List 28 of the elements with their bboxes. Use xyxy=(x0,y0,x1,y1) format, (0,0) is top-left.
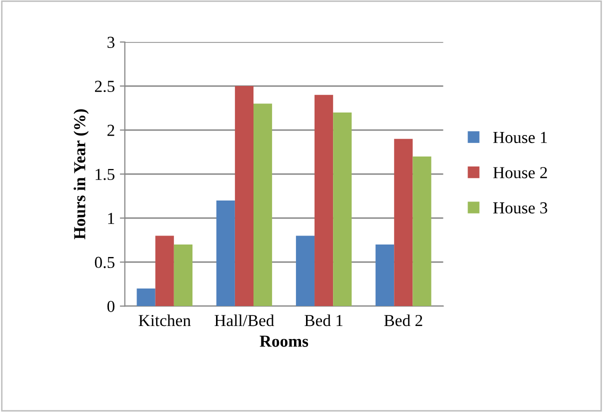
y-tick-label: 2.5 xyxy=(94,80,114,92)
bar xyxy=(216,200,235,306)
legend-label: House 1 xyxy=(493,132,547,144)
x-tick-label: Bed 1 xyxy=(304,314,342,326)
y-tick-label: 2 xyxy=(107,124,114,136)
y-tick-label: 3 xyxy=(108,36,114,48)
bar xyxy=(333,112,352,306)
bar xyxy=(412,156,432,306)
y-tick-label: 0.5 xyxy=(94,256,114,268)
y-tick-label: 1 xyxy=(108,212,114,224)
y-tick-label: 0 xyxy=(107,300,114,312)
x-axis-title: Rooms xyxy=(260,336,308,347)
y-axis-title: Hours in Year (%) xyxy=(74,109,89,240)
legend-label: House 2 xyxy=(493,167,547,178)
bar xyxy=(155,236,174,306)
bar xyxy=(376,244,394,306)
bar xyxy=(234,86,254,306)
legend-label: House 3 xyxy=(493,202,548,214)
bar xyxy=(254,104,272,306)
bar xyxy=(314,94,334,306)
y-tick-label: 1.5 xyxy=(96,168,114,180)
bar xyxy=(394,138,413,306)
x-tick-label: Kitchen xyxy=(138,314,191,326)
bar xyxy=(296,236,315,306)
bar xyxy=(136,288,156,306)
x-tick-label: Bed 2 xyxy=(384,314,422,326)
bar xyxy=(174,244,192,306)
x-tick-label: Hall/Bed xyxy=(214,314,274,326)
